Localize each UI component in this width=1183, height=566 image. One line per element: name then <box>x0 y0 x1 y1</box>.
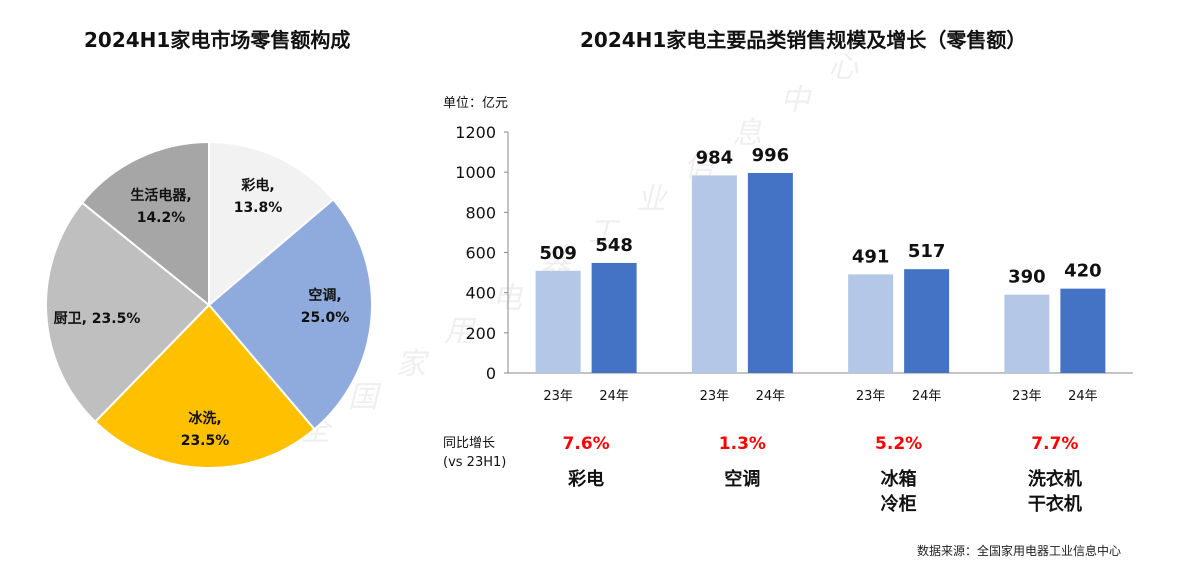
bar-2-0 <box>848 274 894 373</box>
category-label: 洗衣机 <box>1028 468 1082 490</box>
bar-3-1 <box>1060 288 1106 373</box>
bar-value-label: 420 <box>1064 261 1102 282</box>
growth-label: 7.7% <box>1031 434 1078 454</box>
pie-label-name-2: 冰洗, <box>188 410 221 427</box>
pie-slice-0 <box>208 140 335 308</box>
pie-label-name-4: 生活电器, <box>130 187 191 204</box>
category-label: 冰箱 <box>881 468 917 490</box>
watermark-char: 心 <box>828 50 859 85</box>
bar-value-label: 390 <box>1008 267 1046 288</box>
watermark-char: 业 <box>636 182 668 217</box>
watermark-char: 国 <box>348 380 382 415</box>
watermark-char: 家 <box>396 347 430 382</box>
bar-value-label: 491 <box>852 246 890 267</box>
category-label: 空调 <box>724 468 760 490</box>
bar-value-label: 517 <box>908 241 946 262</box>
x-series-label: 24年 <box>599 389 629 404</box>
x-series-label: 23年 <box>1012 389 1042 404</box>
bar-value-label: 984 <box>696 147 734 168</box>
pie-label-value-4: 14.2% <box>137 210 186 226</box>
category-label: 彩电 <box>567 468 604 490</box>
y-tick-label: 800 <box>465 203 496 222</box>
pie-slice-2 <box>93 303 316 469</box>
bar-2-1 <box>904 269 950 373</box>
watermark-char: 息 <box>732 116 762 151</box>
y-tick-label: 400 <box>465 284 496 303</box>
watermark-char: 用 <box>444 314 477 349</box>
yoy-label: 同比增长 <box>443 436 495 451</box>
pie-label-name-0: 彩电, <box>240 177 274 194</box>
watermark-char: 工 <box>588 215 621 250</box>
pie-label-name-1: 空调, <box>308 287 341 304</box>
pie-slice-3 <box>45 201 211 424</box>
bar-1-1 <box>747 172 793 373</box>
pie-label-value-0: 13.8% <box>234 200 283 216</box>
growth-label: 7.6% <box>563 434 610 454</box>
category-label: 冷柜 <box>881 493 917 515</box>
y-tick-label: 600 <box>465 244 496 263</box>
x-series-label: 24年 <box>912 389 942 404</box>
bar-value-label: 996 <box>752 145 790 166</box>
growth-label: 5.2% <box>875 434 922 454</box>
y-tick-label: 1000 <box>455 163 496 182</box>
bar-chart-title: 2024H1家电主要品类销售规模及增长（零售额） <box>580 28 1027 52</box>
yoy-label-sub: (vs 23H1) <box>443 455 506 470</box>
x-series-label: 24年 <box>1068 389 1098 404</box>
category-label: 干衣机 <box>1028 493 1082 515</box>
bar-value-label: 509 <box>539 243 577 264</box>
bar-3-0 <box>1004 294 1050 373</box>
pie-label-value-2: 23.5% <box>181 433 230 449</box>
bar-0-0 <box>535 270 581 373</box>
x-series-label: 23年 <box>856 389 886 404</box>
pie-label-3: 厨卫, 23.5% <box>54 311 141 327</box>
pie-label-value-1: 25.0% <box>301 310 350 326</box>
x-series-label: 23年 <box>700 389 730 404</box>
data-source-note: 数据来源：全国家用电器工业信息中心 <box>916 544 1121 558</box>
pie-slice-4 <box>80 140 210 308</box>
x-series-label: 23年 <box>543 389 573 404</box>
y-tick-label: 200 <box>465 324 496 343</box>
bar-1-0 <box>691 175 737 373</box>
bar-value-label: 548 <box>595 235 633 256</box>
watermark-char: 中 <box>780 83 813 118</box>
pie-chart-title: 2024H1家电市场零售额构成 <box>84 28 351 52</box>
pie-slice-1 <box>207 198 373 431</box>
x-series-label: 24年 <box>756 389 786 404</box>
unit-label: 单位：亿元 <box>443 96 508 111</box>
y-tick-label: 0 <box>486 364 496 383</box>
y-tick-label: 1200 <box>455 123 496 142</box>
growth-label: 1.3% <box>719 434 766 454</box>
bar-0-1 <box>591 262 637 373</box>
